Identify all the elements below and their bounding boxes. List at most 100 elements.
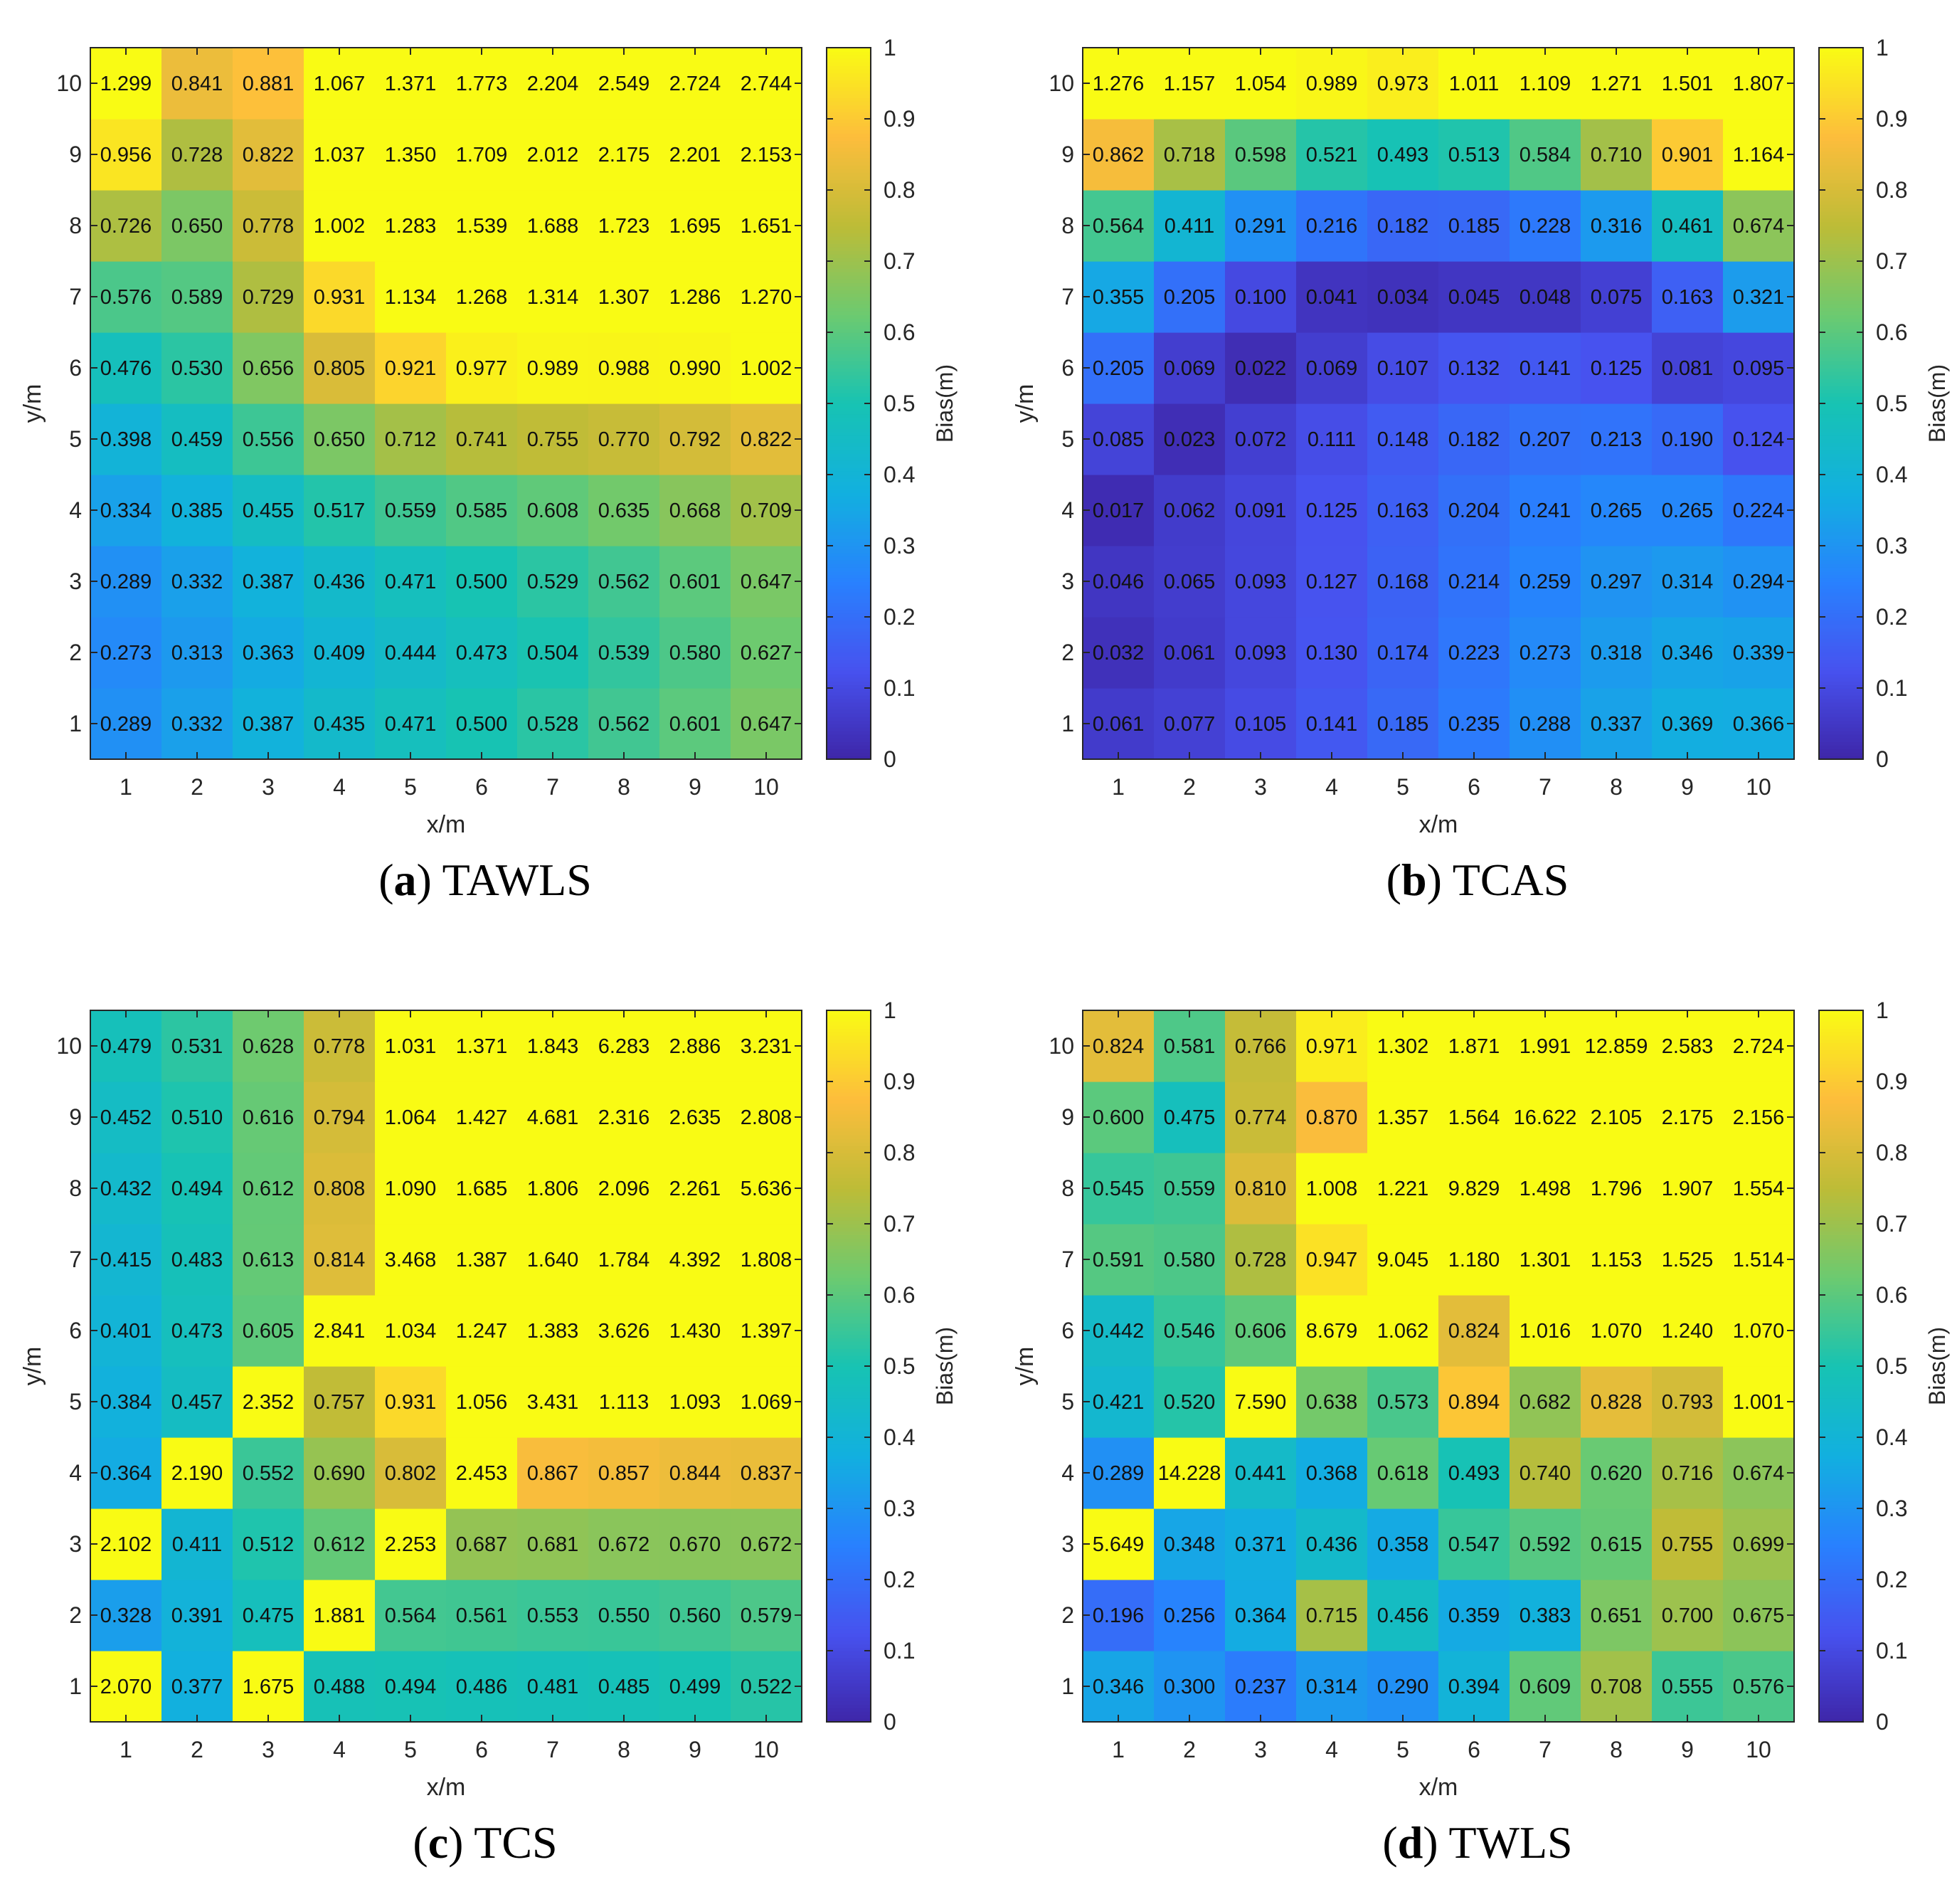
cell-value-label: 0.205 bbox=[1164, 286, 1216, 309]
colorbar-segment bbox=[1819, 524, 1863, 529]
colorbar-segment bbox=[1819, 162, 1863, 166]
heatmap-cell bbox=[304, 1224, 376, 1296]
cell-value-label: 1.153 bbox=[1591, 1249, 1643, 1271]
colorbar-segment bbox=[1819, 1384, 1863, 1388]
colorbar-segment bbox=[827, 1039, 871, 1043]
heatmap-cell bbox=[1510, 546, 1581, 618]
colorbar-segment bbox=[827, 1604, 871, 1609]
heatmap-cell bbox=[659, 1153, 731, 1225]
cell-value-label: 1.056 bbox=[456, 1391, 508, 1414]
colorbar-segment bbox=[1819, 119, 1863, 123]
y-tick-label: 2 bbox=[69, 640, 82, 665]
colorbar-segment bbox=[827, 1601, 871, 1605]
cell-value-label: 0.273 bbox=[100, 642, 152, 665]
heatmap-cell bbox=[1296, 1295, 1368, 1367]
cell-value-label: 1.301 bbox=[1520, 1249, 1571, 1271]
cell-value-label: 0.613 bbox=[243, 1249, 295, 1271]
heatmap-cell bbox=[1225, 1010, 1297, 1082]
colorbar-segment bbox=[1819, 1331, 1863, 1335]
colorbar-segment bbox=[827, 1270, 871, 1274]
cell-value-label: 0.681 bbox=[527, 1533, 579, 1556]
heatmap-cell bbox=[1581, 546, 1653, 618]
heatmap-cell bbox=[1723, 119, 1795, 191]
colorbar-segment bbox=[827, 421, 871, 425]
cell-value-label: 0.592 bbox=[1520, 1533, 1571, 1556]
cell-value-label: 2.635 bbox=[669, 1106, 721, 1129]
cell-value-label: 0.521 bbox=[1306, 144, 1358, 166]
colorbar-segment bbox=[1819, 258, 1863, 262]
cell-value-label: 0.500 bbox=[456, 713, 508, 736]
colorbar-segment bbox=[827, 1035, 871, 1040]
heatmap-cell bbox=[1154, 1224, 1226, 1296]
cell-value-label: 0.576 bbox=[1733, 1676, 1785, 1698]
colorbar-segment bbox=[827, 439, 871, 443]
cell-value-label: 0.600 bbox=[1093, 1106, 1145, 1129]
colorbar-segment bbox=[827, 1341, 871, 1345]
y-tick-label: 6 bbox=[1061, 355, 1074, 381]
colorbar-segment bbox=[827, 1704, 871, 1708]
heatmap-cell bbox=[1225, 190, 1297, 262]
x-tick-label: 2 bbox=[191, 774, 203, 800]
colorbar-segment bbox=[827, 247, 871, 251]
colorbar-segment bbox=[1819, 1355, 1863, 1360]
colorbar-segment bbox=[827, 1163, 871, 1168]
cell-value-label: 0.363 bbox=[243, 642, 295, 665]
colorbar-segment bbox=[827, 190, 871, 194]
colorbar-segment bbox=[827, 51, 871, 55]
heatmap-cell bbox=[161, 1081, 233, 1153]
heatmap-cell bbox=[1367, 1224, 1439, 1296]
x-tick-label: 2 bbox=[1183, 774, 1196, 800]
heatmap-cell bbox=[1652, 475, 1724, 546]
colorbar-segment bbox=[1819, 606, 1863, 610]
cell-value-label: 1.002 bbox=[314, 215, 366, 238]
colorbar-segment bbox=[827, 211, 871, 216]
colorbar-segment bbox=[827, 492, 871, 497]
heatmap-cell bbox=[1296, 1010, 1368, 1082]
heatmap-cell bbox=[233, 261, 304, 333]
heatmap-cell bbox=[1225, 1081, 1297, 1153]
colorbar-segment bbox=[827, 94, 871, 98]
heatmap-cell bbox=[1438, 1366, 1510, 1438]
colorbar-segment bbox=[1819, 144, 1863, 148]
colorbar-segment bbox=[827, 1437, 871, 1442]
heatmap-cell bbox=[731, 1437, 802, 1509]
colorbar-segment bbox=[827, 1718, 871, 1723]
colorbar-segment bbox=[1819, 62, 1863, 66]
heatmap-cell bbox=[304, 1651, 376, 1723]
caption-letter: a bbox=[394, 855, 417, 905]
heatmap-cell bbox=[375, 261, 447, 333]
colorbar-segment bbox=[827, 1078, 871, 1082]
colorbar-segment bbox=[827, 1668, 871, 1673]
colorbar-segment bbox=[1819, 1654, 1863, 1659]
colorbar-segment bbox=[1819, 1213, 1863, 1217]
cell-value-label: 0.291 bbox=[1235, 215, 1287, 238]
x-tick-label: 1 bbox=[120, 774, 132, 800]
heatmap-cell bbox=[588, 261, 660, 333]
cell-value-label: 1.070 bbox=[1733, 1320, 1785, 1343]
colorbar-segment bbox=[827, 1227, 871, 1232]
colorbar-segment bbox=[1819, 190, 1863, 194]
heatmap-cell bbox=[1510, 190, 1581, 262]
colorbar-segment bbox=[827, 567, 871, 571]
cell-value-label: 0.085 bbox=[1093, 428, 1145, 451]
heatmap-cell bbox=[304, 1295, 376, 1367]
cell-value-label: 0.627 bbox=[741, 642, 792, 665]
colorbar-segment bbox=[1819, 332, 1863, 337]
heatmap-cell bbox=[375, 332, 447, 404]
heatmap-cell bbox=[659, 546, 731, 618]
colorbar-tick-label: 0.8 bbox=[1876, 177, 1907, 203]
colorbar-segment bbox=[827, 521, 871, 525]
colorbar-segment bbox=[1819, 411, 1863, 415]
colorbar-segment bbox=[827, 1334, 871, 1338]
heatmap-cell bbox=[90, 190, 162, 262]
colorbar-segment bbox=[827, 1049, 871, 1054]
cell-value-label: 1.843 bbox=[527, 1035, 579, 1058]
colorbar-segment bbox=[827, 1562, 871, 1566]
colorbar-segment bbox=[827, 1548, 871, 1552]
plot-frame bbox=[90, 47, 802, 760]
colorbar-segment bbox=[1819, 129, 1863, 134]
colorbar-segment bbox=[1819, 76, 1863, 80]
cell-value-label: 0.620 bbox=[1591, 1462, 1643, 1485]
colorbar-segment bbox=[827, 1359, 871, 1363]
colorbar-segment bbox=[1819, 1103, 1863, 1107]
